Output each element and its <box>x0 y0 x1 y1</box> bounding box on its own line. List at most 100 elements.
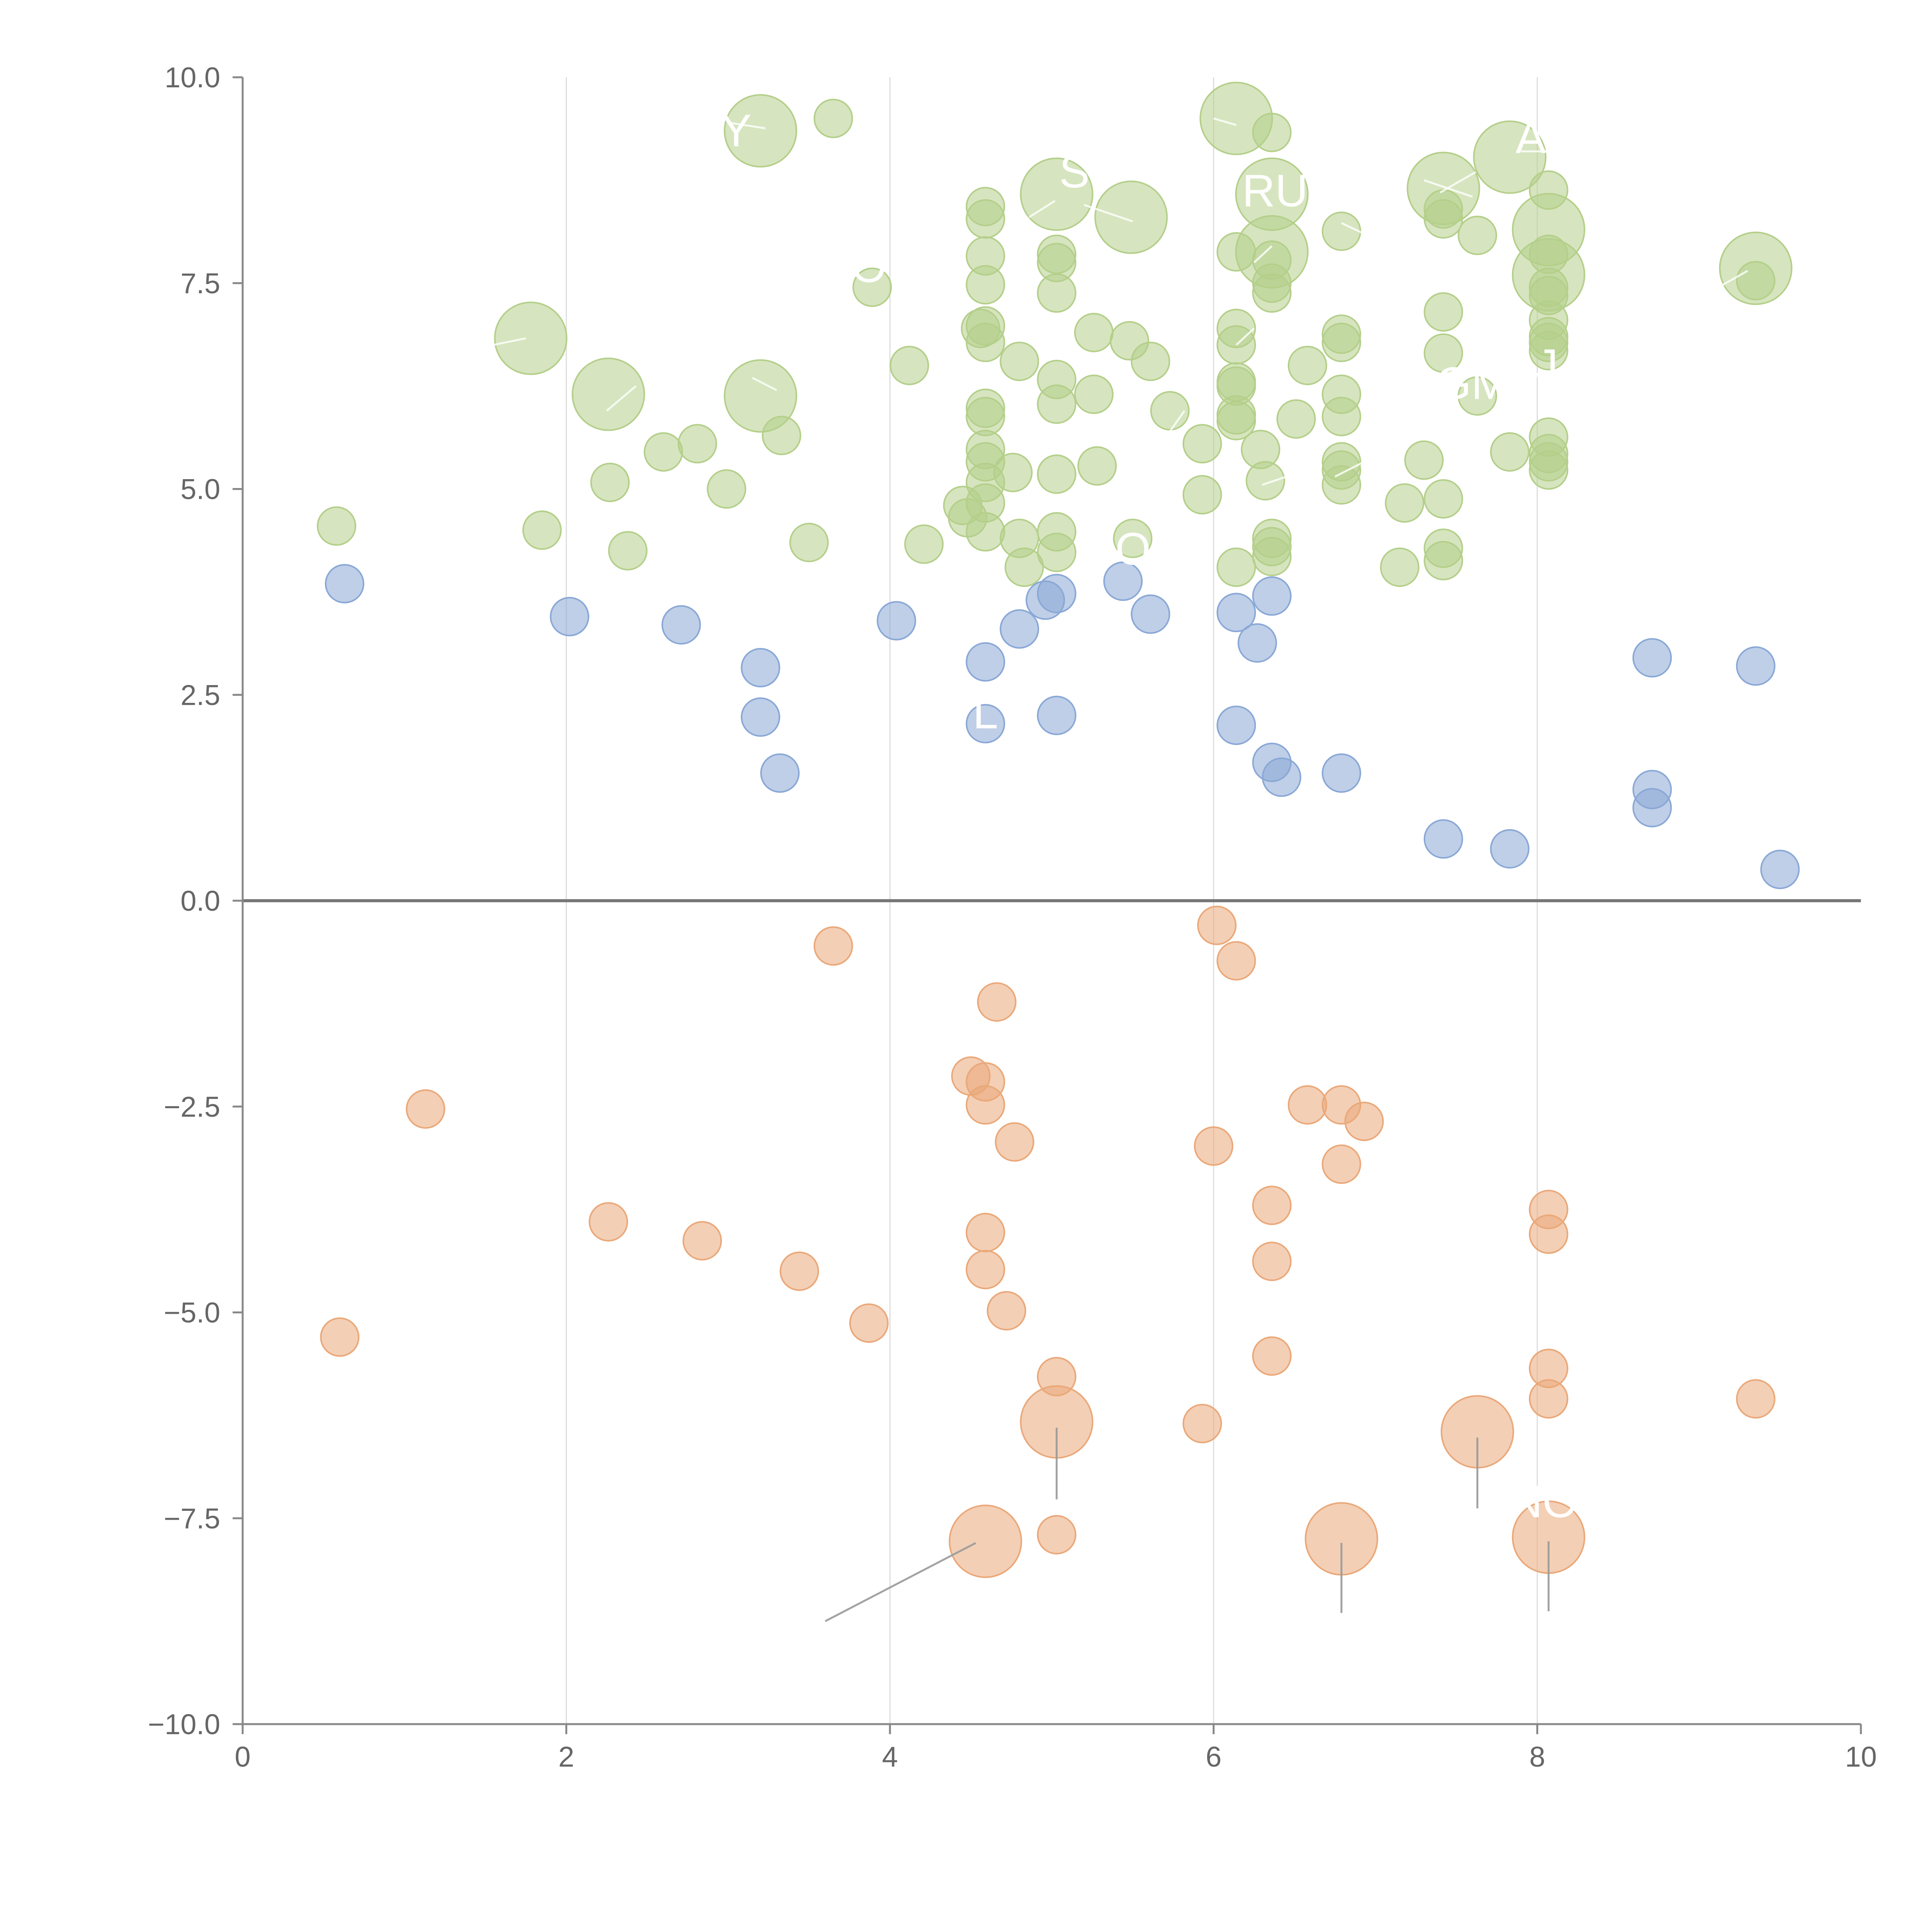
point-label: Y <box>721 105 752 156</box>
point-label: L <box>973 687 998 738</box>
neg-data-point <box>966 1213 1005 1252</box>
high-data-point <box>1037 454 1077 494</box>
high-data-point <box>1094 180 1168 254</box>
high-data-point <box>608 531 648 571</box>
neg-data-point <box>1344 1102 1384 1141</box>
neg-data-point <box>1182 1404 1222 1444</box>
mid-data-point <box>1321 753 1361 793</box>
high-data-point <box>1321 396 1361 436</box>
neg-data-point <box>1252 1185 1292 1225</box>
neg-data-point <box>1197 905 1237 945</box>
mid-data-point <box>1736 646 1776 686</box>
y-tick-label: −5.0 <box>164 1297 220 1329</box>
point-label: NO <box>1510 1476 1578 1527</box>
high-data-point <box>1287 345 1327 385</box>
high-data-point <box>1074 313 1114 352</box>
y-tick-label: 7.5 <box>180 267 220 299</box>
neg-data-point <box>986 1291 1026 1331</box>
high-data-point <box>1423 541 1463 580</box>
data-points <box>316 82 1800 1578</box>
mid-data-point <box>661 605 701 645</box>
mid-data-point <box>1252 576 1292 616</box>
high-data-point <box>1004 547 1044 587</box>
y-tick-label: −10.0 <box>148 1708 220 1740</box>
point-label: GM <box>1436 358 1509 409</box>
high-data-point <box>707 469 747 509</box>
high-data-point <box>904 524 944 564</box>
x-tick-label: 2 <box>558 1741 574 1773</box>
leader-line <box>1169 410 1185 432</box>
high-data-point <box>1384 483 1424 523</box>
neg-data-point <box>966 1250 1005 1289</box>
high-data-point <box>1182 475 1222 515</box>
mid-data-point <box>1632 638 1672 678</box>
mid-data-point <box>1103 561 1143 601</box>
high-data-point <box>1423 292 1463 332</box>
neg-data-point <box>949 1504 1022 1578</box>
high-data-point <box>1321 465 1361 505</box>
mid-data-point <box>1632 788 1672 828</box>
mid-data-point <box>966 642 1005 682</box>
y-tick-label: 5.0 <box>180 473 220 505</box>
high-data-point <box>943 486 983 526</box>
high-data-point <box>889 345 929 385</box>
neg-data-point <box>1252 1242 1292 1281</box>
leader-line <box>1083 204 1133 223</box>
high-data-point <box>1245 461 1285 501</box>
mid-data-point <box>741 648 781 687</box>
x-tick-label: 10 <box>1845 1741 1877 1773</box>
mid-data-point <box>1000 609 1039 649</box>
y-tick-label: −7.5 <box>164 1502 220 1534</box>
mid-data-point <box>549 597 589 636</box>
mid-data-point <box>1037 696 1077 735</box>
neg-data-point <box>849 1303 889 1343</box>
leader-line <box>493 337 526 346</box>
x-tick-label: 0 <box>235 1741 250 1773</box>
leader-line <box>728 121 766 129</box>
high-data-point <box>1423 479 1463 519</box>
high-data-point <box>1406 151 1480 225</box>
high-data-point <box>677 424 717 464</box>
high-data-point <box>1512 238 1585 312</box>
high-data-point <box>1113 519 1153 558</box>
high-data-point <box>724 94 798 168</box>
leader-line <box>825 1542 976 1622</box>
high-data-point <box>1216 401 1256 440</box>
point-label: LJ <box>1510 340 1558 391</box>
mid-data-point <box>1216 706 1256 745</box>
high-data-point <box>1131 342 1170 381</box>
high-data-point <box>724 359 798 433</box>
high-data-point <box>1182 424 1222 464</box>
high-data-point <box>1252 537 1292 577</box>
neg-data-point <box>966 1085 1005 1125</box>
neg-data-point <box>1194 1126 1233 1166</box>
high-data-point <box>1321 323 1361 362</box>
neg-data-point <box>682 1221 722 1261</box>
point-label: S <box>1059 146 1090 197</box>
high-data-point <box>813 99 853 138</box>
neg-data-point <box>1037 1515 1077 1554</box>
leader-line <box>1235 328 1255 346</box>
high-data-point <box>1404 440 1444 480</box>
high-data-point <box>1719 231 1793 305</box>
neg-data-point <box>1529 1379 1568 1419</box>
point-label: DO <box>1082 524 1151 575</box>
high-data-point <box>1473 120 1547 194</box>
high-data-point <box>1529 331 1568 371</box>
high-data-point <box>789 523 829 563</box>
x-tick-label: 8 <box>1529 1741 1545 1773</box>
label-leader-lines <box>493 117 1748 1622</box>
neg-data-point <box>1321 1144 1361 1184</box>
mid-data-point <box>966 704 1005 743</box>
high-data-point <box>494 301 568 375</box>
y-tick-label: 10.0 <box>165 61 220 94</box>
high-data-point <box>1199 82 1273 155</box>
high-data-point <box>1037 384 1077 424</box>
y-tick-label: −2.5 <box>164 1091 220 1123</box>
mid-data-point <box>1490 829 1530 869</box>
x-tick-label: 6 <box>1206 1741 1221 1773</box>
leader-line <box>1253 245 1273 264</box>
high-data-point <box>966 199 1005 239</box>
neg-data-point <box>406 1089 446 1129</box>
